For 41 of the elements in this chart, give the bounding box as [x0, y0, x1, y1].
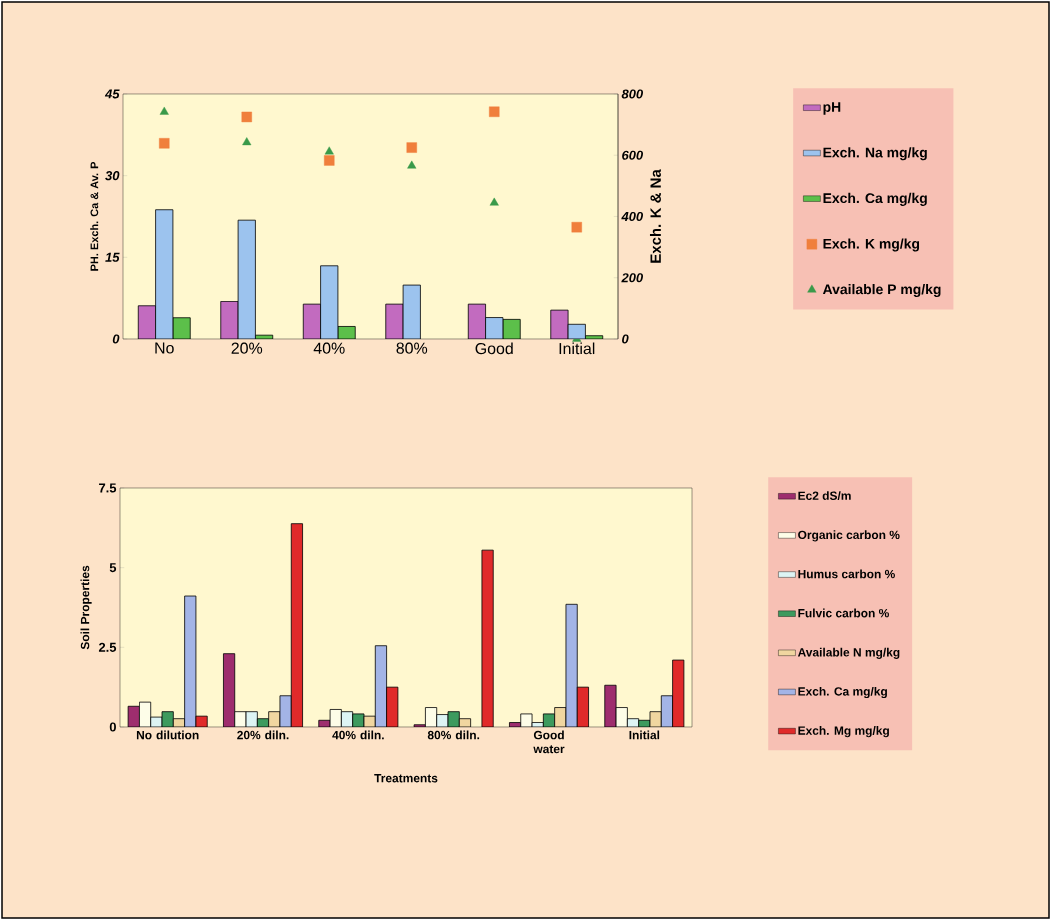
y-tick-label: 15: [105, 252, 120, 262]
legend-label: Ec2 dS/m: [798, 491, 851, 501]
legend-label: Exch. Na mg/kg: [823, 147, 927, 161]
y2-axis-title: Exch. K & Na: [649, 169, 661, 263]
x-tick-label: 20%: [231, 342, 263, 354]
x-tick-label: No: [155, 342, 174, 354]
x-tick-label: Initial: [559, 342, 595, 355]
x-tick-label: 80% diln.: [427, 730, 480, 740]
x-tick-label: 20% diln.: [237, 730, 289, 740]
x-tick-label: Initial: [629, 730, 660, 740]
x-tick-label: No dilution: [136, 730, 199, 740]
x-tick-label: Good: [475, 342, 513, 355]
y-tick-label: 45: [104, 89, 120, 99]
y2-tick-label: 200: [621, 273, 643, 283]
legend-label: Exch. Ca mg/kg: [798, 686, 887, 699]
y-tick-label: 0: [109, 722, 116, 732]
x-tick-label: 40% diln.: [332, 730, 384, 740]
y2-tick-label: 800: [621, 89, 643, 99]
legend-label: Available P mg/kg: [822, 284, 941, 298]
y-tick-label: 2.5: [98, 642, 117, 652]
legend-label: Fulvic carbon %: [798, 608, 889, 618]
x-tick-label: 40%: [313, 342, 345, 354]
y2-tick-label: 0: [622, 334, 629, 344]
x-tick-label: Good water: [533, 730, 565, 754]
x-axis-title: Treatments: [374, 774, 438, 783]
legend-label: Exch. K mg/kg: [823, 238, 920, 252]
y-tick-label: 5: [109, 563, 117, 573]
y-axis-title: PH. Exch. Ca & Av. P: [90, 161, 99, 271]
legend-label: pH: [823, 102, 841, 115]
y2-tick-label: 400: [621, 211, 643, 222]
legend-label: Available N mg/kg: [797, 647, 900, 659]
y-tick-label: 30: [105, 171, 120, 181]
y2-tick-label: 600: [622, 150, 643, 160]
legend-label: Organic carbon %: [798, 530, 900, 542]
y-axis-title: Soil Properties: [80, 565, 92, 650]
x-tick-label: 80%: [396, 342, 428, 354]
legend-label: Exch. Mg mg/kg: [798, 726, 889, 738]
legend-label: Humus carbon %: [798, 569, 895, 579]
legend-label: Exch. Ca mg/kg: [823, 192, 927, 206]
y-tick-label: 0: [112, 334, 120, 344]
y-tick-label: 7.5: [99, 483, 117, 493]
